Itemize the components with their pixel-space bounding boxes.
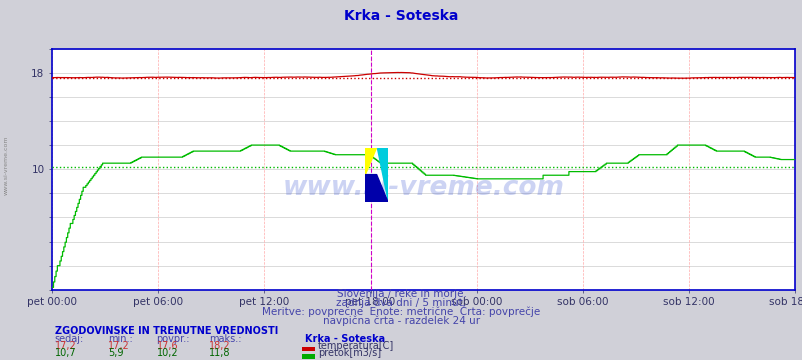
Text: www.si-vreme.com: www.si-vreme.com: [4, 136, 9, 195]
Text: temperatura[C]: temperatura[C]: [318, 341, 394, 351]
Text: pretok[m3/s]: pretok[m3/s]: [318, 348, 381, 359]
Text: zadnja dva dni / 5 minut.: zadnja dva dni / 5 minut.: [336, 298, 466, 308]
Text: 17,2: 17,2: [108, 341, 130, 351]
Text: povpr.:: povpr.:: [156, 334, 190, 344]
Text: 5,9: 5,9: [108, 348, 124, 359]
Text: 17,2: 17,2: [55, 341, 76, 351]
Text: Meritve: povprečne  Enote: metrične  Črta: povprečje: Meritve: povprečne Enote: metrične Črta:…: [262, 305, 540, 317]
Text: 10,7: 10,7: [55, 348, 76, 359]
Text: www.si-vreme.com: www.si-vreme.com: [282, 175, 564, 202]
Text: Krka - Soteska: Krka - Soteska: [344, 9, 458, 23]
Text: 11,8: 11,8: [209, 348, 230, 359]
Text: sedaj:: sedaj:: [55, 334, 83, 344]
Text: Slovenija / reke in morje.: Slovenija / reke in morje.: [336, 289, 466, 299]
Text: Krka - Soteska: Krka - Soteska: [305, 334, 385, 344]
Text: 18,2: 18,2: [209, 341, 230, 351]
Text: ZGODOVINSKE IN TRENUTNE VREDNOSTI: ZGODOVINSKE IN TRENUTNE VREDNOSTI: [55, 326, 277, 336]
Polygon shape: [365, 175, 387, 202]
Text: 17,6: 17,6: [156, 341, 178, 351]
Polygon shape: [376, 148, 387, 202]
Polygon shape: [365, 175, 376, 202]
Polygon shape: [365, 148, 376, 175]
Text: min.:: min.:: [108, 334, 133, 344]
Text: navpična črta - razdelek 24 ur: navpična črta - razdelek 24 ur: [322, 315, 480, 326]
Text: maks.:: maks.:: [209, 334, 241, 344]
Text: 10,2: 10,2: [156, 348, 178, 359]
